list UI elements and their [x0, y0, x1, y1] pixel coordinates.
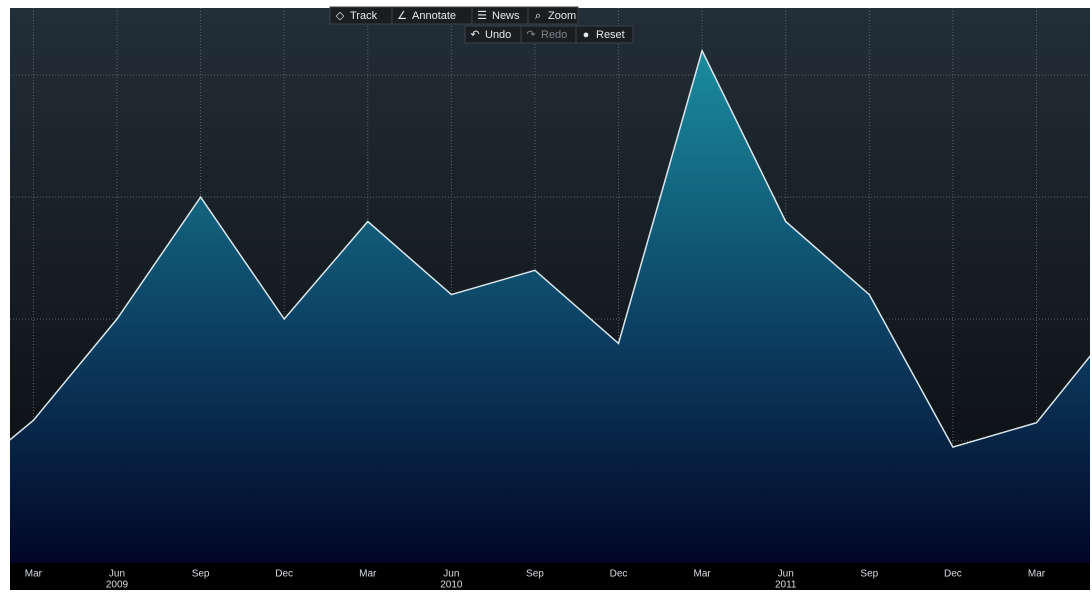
- button-background: [527, 6, 579, 25]
- button-icon: ∠: [397, 10, 407, 22]
- button-icon: ●: [583, 29, 590, 41]
- x-tick-label: Jun: [443, 569, 459, 580]
- x-tick-label: Dec: [944, 569, 962, 580]
- button-label: Annotate: [412, 10, 456, 22]
- button-icon: ☰: [477, 10, 487, 22]
- x-tick-label: Sep: [192, 569, 210, 580]
- button-label: Undo: [485, 29, 511, 41]
- button-label: Zoom: [548, 10, 576, 22]
- button-icon: ↶: [470, 29, 479, 41]
- button-icon: ↷: [526, 29, 535, 41]
- button-icon: ⌕: [535, 10, 541, 22]
- x-tick-label: Jun: [778, 569, 794, 580]
- toolbar-button[interactable]: ∠ Annotate: [391, 6, 473, 25]
- x-tick-label: Jun: [109, 569, 125, 580]
- toolbar-button[interactable]: ↷ Redo: [520, 25, 577, 44]
- toolbar-button[interactable]: ◇ Track: [329, 6, 393, 25]
- x-tick-label: Mar: [1028, 569, 1046, 580]
- x-tick-label: Dec: [610, 569, 628, 580]
- button-label: Reset: [596, 29, 625, 41]
- toolbar-button[interactable]: ● Reset: [575, 25, 634, 44]
- toolbar-button[interactable]: ↶ Undo: [464, 25, 522, 44]
- button-label: Redo: [541, 29, 567, 41]
- x-year-label: 2010: [440, 580, 463, 591]
- x-tick-label: Sep: [526, 569, 544, 580]
- x-tick-label: Sep: [860, 569, 878, 580]
- button-label: Track: [350, 10, 378, 22]
- x-year-label: 2009: [106, 580, 129, 591]
- x-tick-label: Mar: [25, 569, 43, 580]
- x-tick-label: Mar: [694, 569, 712, 580]
- area-line: [10, 48, 1090, 448]
- x-year-label: 2011: [775, 580, 797, 591]
- button-label: News: [492, 10, 520, 22]
- area-fill: [10, 50, 1090, 563]
- x-tick-label: Dec: [275, 569, 293, 580]
- button-icon: ◇: [336, 10, 345, 22]
- toolbar-button[interactable]: ⌕ Zoom: [527, 6, 579, 25]
- button-background: [575, 25, 634, 44]
- x-tick-label: Mar: [359, 569, 377, 580]
- toolbar-button[interactable]: ☰ News: [471, 6, 529, 25]
- x-axis-bar: [10, 563, 1090, 590]
